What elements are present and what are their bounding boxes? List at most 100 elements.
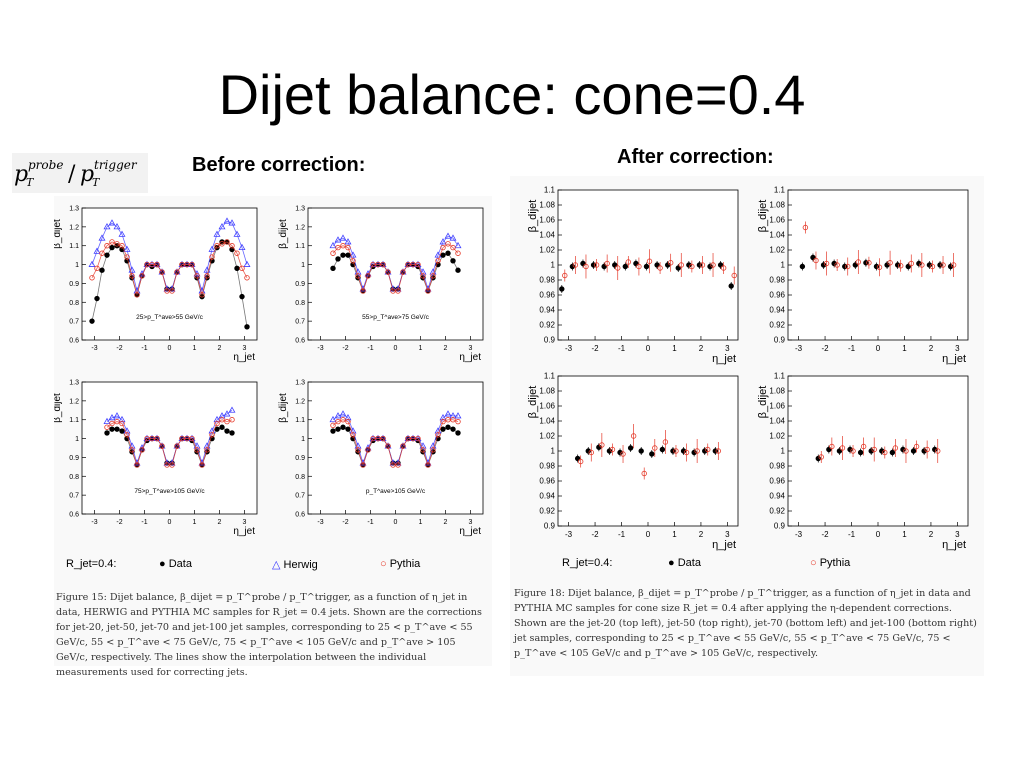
y-tick-label: 1.2: [69, 398, 79, 405]
data-point-pythia: [850, 448, 856, 454]
y-tick-label: 1.1: [69, 417, 79, 424]
data-point-pythia: [129, 273, 135, 279]
data-point-pythia: [940, 262, 946, 268]
data-point-data: [857, 449, 864, 456]
y-tick-label: 1: [551, 261, 556, 270]
data-point-pythia: [214, 243, 220, 249]
x-tick-label: -1: [618, 344, 626, 353]
data-point-pythia: [94, 265, 100, 272]
data-point-pythia: [818, 454, 824, 460]
y-tick-label: 0.8: [295, 300, 305, 307]
x-axis-label: η_jet: [712, 539, 736, 551]
data-point-pythia: [420, 447, 426, 453]
data-point-pythia: [395, 288, 401, 294]
data-point-herwig: [419, 268, 427, 275]
data-point-data: [440, 252, 446, 258]
x-tick-label: 2: [699, 530, 704, 539]
data-point-pythia: [588, 449, 594, 456]
y-tick-label: 1.1: [295, 243, 305, 250]
data-point-pythia: [420, 273, 426, 279]
chart-after-top-right: 0.9 0.92 0.94 0.96 0.98 1 1.02 1.04 1.06 1.08 1.1 -…: [757, 186, 969, 365]
x-tick-label: -2: [591, 344, 599, 353]
data-point-pythia: [119, 243, 125, 249]
chart-before-top-right: 0.6 0.7 0.8 0.9 1 1.1 1.2 1.3 -3 -2 -1 0 1 2 3η_jet β_d…: [278, 206, 484, 363]
y-tick-label: 0.7: [69, 319, 79, 326]
data-point-pythia: [435, 432, 441, 438]
before-plots: 0.60.70.80.911.11.21.3-3 -2 -1 0 1 2 3η_jetβ_d…: [54, 206, 484, 537]
data-point-data: [99, 267, 105, 273]
y-tick-label: 1: [301, 436, 305, 443]
data-point-data: [450, 426, 456, 432]
series-line-herwig: [332, 235, 459, 291]
data-point-herwig: [349, 251, 357, 258]
data-point-pythia: [440, 418, 446, 425]
data-point-herwig: [334, 412, 342, 419]
x-tick-label: 2: [929, 344, 934, 353]
data-point-pythia: [134, 292, 140, 298]
data-point-pythia: [715, 448, 722, 454]
chart-after-bottom-left: 0.9 0.92 0.94 0.96 0.98 1 1.02 1.04 1.06 1.08 1.1 -…: [527, 372, 739, 551]
data-point-pythia: [154, 435, 160, 442]
x-tick-label: -3: [565, 344, 573, 353]
legend-pythia-label: Pythia: [819, 557, 851, 569]
x-tick-label: 0: [876, 344, 881, 353]
data-point-pythia: [897, 263, 904, 269]
data-point-herwig: [123, 245, 131, 252]
data-point-data: [921, 448, 927, 454]
before-correction-label: Before correction:: [192, 154, 366, 176]
data-point-pythia: [169, 288, 175, 294]
y-axis-label: β_dijet: [54, 219, 63, 249]
y-tick-label: 1: [781, 447, 786, 456]
data-point-pythia: [365, 447, 371, 453]
legend-rjet: R_jet=0.4:: [66, 558, 117, 570]
svg-text:p: p: [14, 162, 28, 187]
data-point-pythia: [104, 243, 110, 249]
data-point-pythia: [189, 435, 195, 442]
data-point-pythia: [199, 462, 205, 468]
data-point-herwig: [113, 223, 121, 230]
data-point-data: [910, 448, 917, 454]
x-tick-label: -2: [591, 530, 599, 539]
data-point-pythia: [114, 418, 120, 425]
data-point-data: [94, 295, 100, 302]
x-tick-label: 0: [394, 345, 398, 352]
data-point-data: [340, 424, 346, 430]
data-point-herwig: [228, 219, 236, 226]
formula-glyph: p T probe / p T trigger: [14, 158, 138, 189]
data-point-pythia: [345, 418, 351, 425]
chart-after-top-left: 0.9 0.92 0.94 0.96 0.98 1 1.02 1.04 1.06 1.08 1.1 -…: [527, 186, 739, 365]
y-tick-label: 0.9: [69, 281, 79, 288]
data-point-herwig: [103, 223, 111, 230]
data-point-data: [707, 263, 713, 270]
x-axis-label: η_jet: [942, 353, 966, 365]
x-tick-label: 3: [243, 345, 247, 352]
y-tick-label: 1: [75, 436, 79, 443]
y-tick-label: 1.04: [769, 231, 785, 240]
svg-text:probe: probe: [28, 158, 63, 172]
x-tick-label: -3: [795, 344, 803, 353]
data-point-data: [643, 263, 650, 270]
data-point-pythia: [159, 269, 165, 275]
data-point-data: [330, 428, 336, 434]
data-point-data: [947, 263, 954, 270]
data-point-pythia: [350, 258, 356, 264]
data-point-pythia: [641, 470, 647, 477]
data-point-pythia: [604, 260, 610, 267]
data-point-herwig: [223, 410, 231, 417]
data-point-herwig: [339, 234, 347, 241]
plot-frame: [81, 207, 258, 341]
y-tick-label: 0.98: [539, 276, 555, 285]
data-point-herwig: [344, 238, 352, 245]
data-point-herwig: [419, 442, 427, 449]
data-point-pythia: [335, 418, 341, 425]
y-tick-label: 0.92: [769, 321, 785, 330]
x-tick-label: 3: [243, 519, 247, 526]
chart-before-top-left: 0.6 0.7 0.8 0.9 1 1.1 1.2 1.3 -3 -2 -1 0 1 2 3η_jet β_d…: [54, 206, 258, 363]
y-tick-label: 0.94: [539, 492, 555, 501]
data-point-pythia: [425, 288, 431, 294]
data-point-pythia: [395, 462, 401, 468]
y-axis-label: β_dijet: [527, 200, 539, 233]
x-tick-label: 2: [444, 519, 448, 526]
y-tick-label: 0.7: [295, 493, 305, 500]
data-point-herwig: [454, 241, 462, 249]
